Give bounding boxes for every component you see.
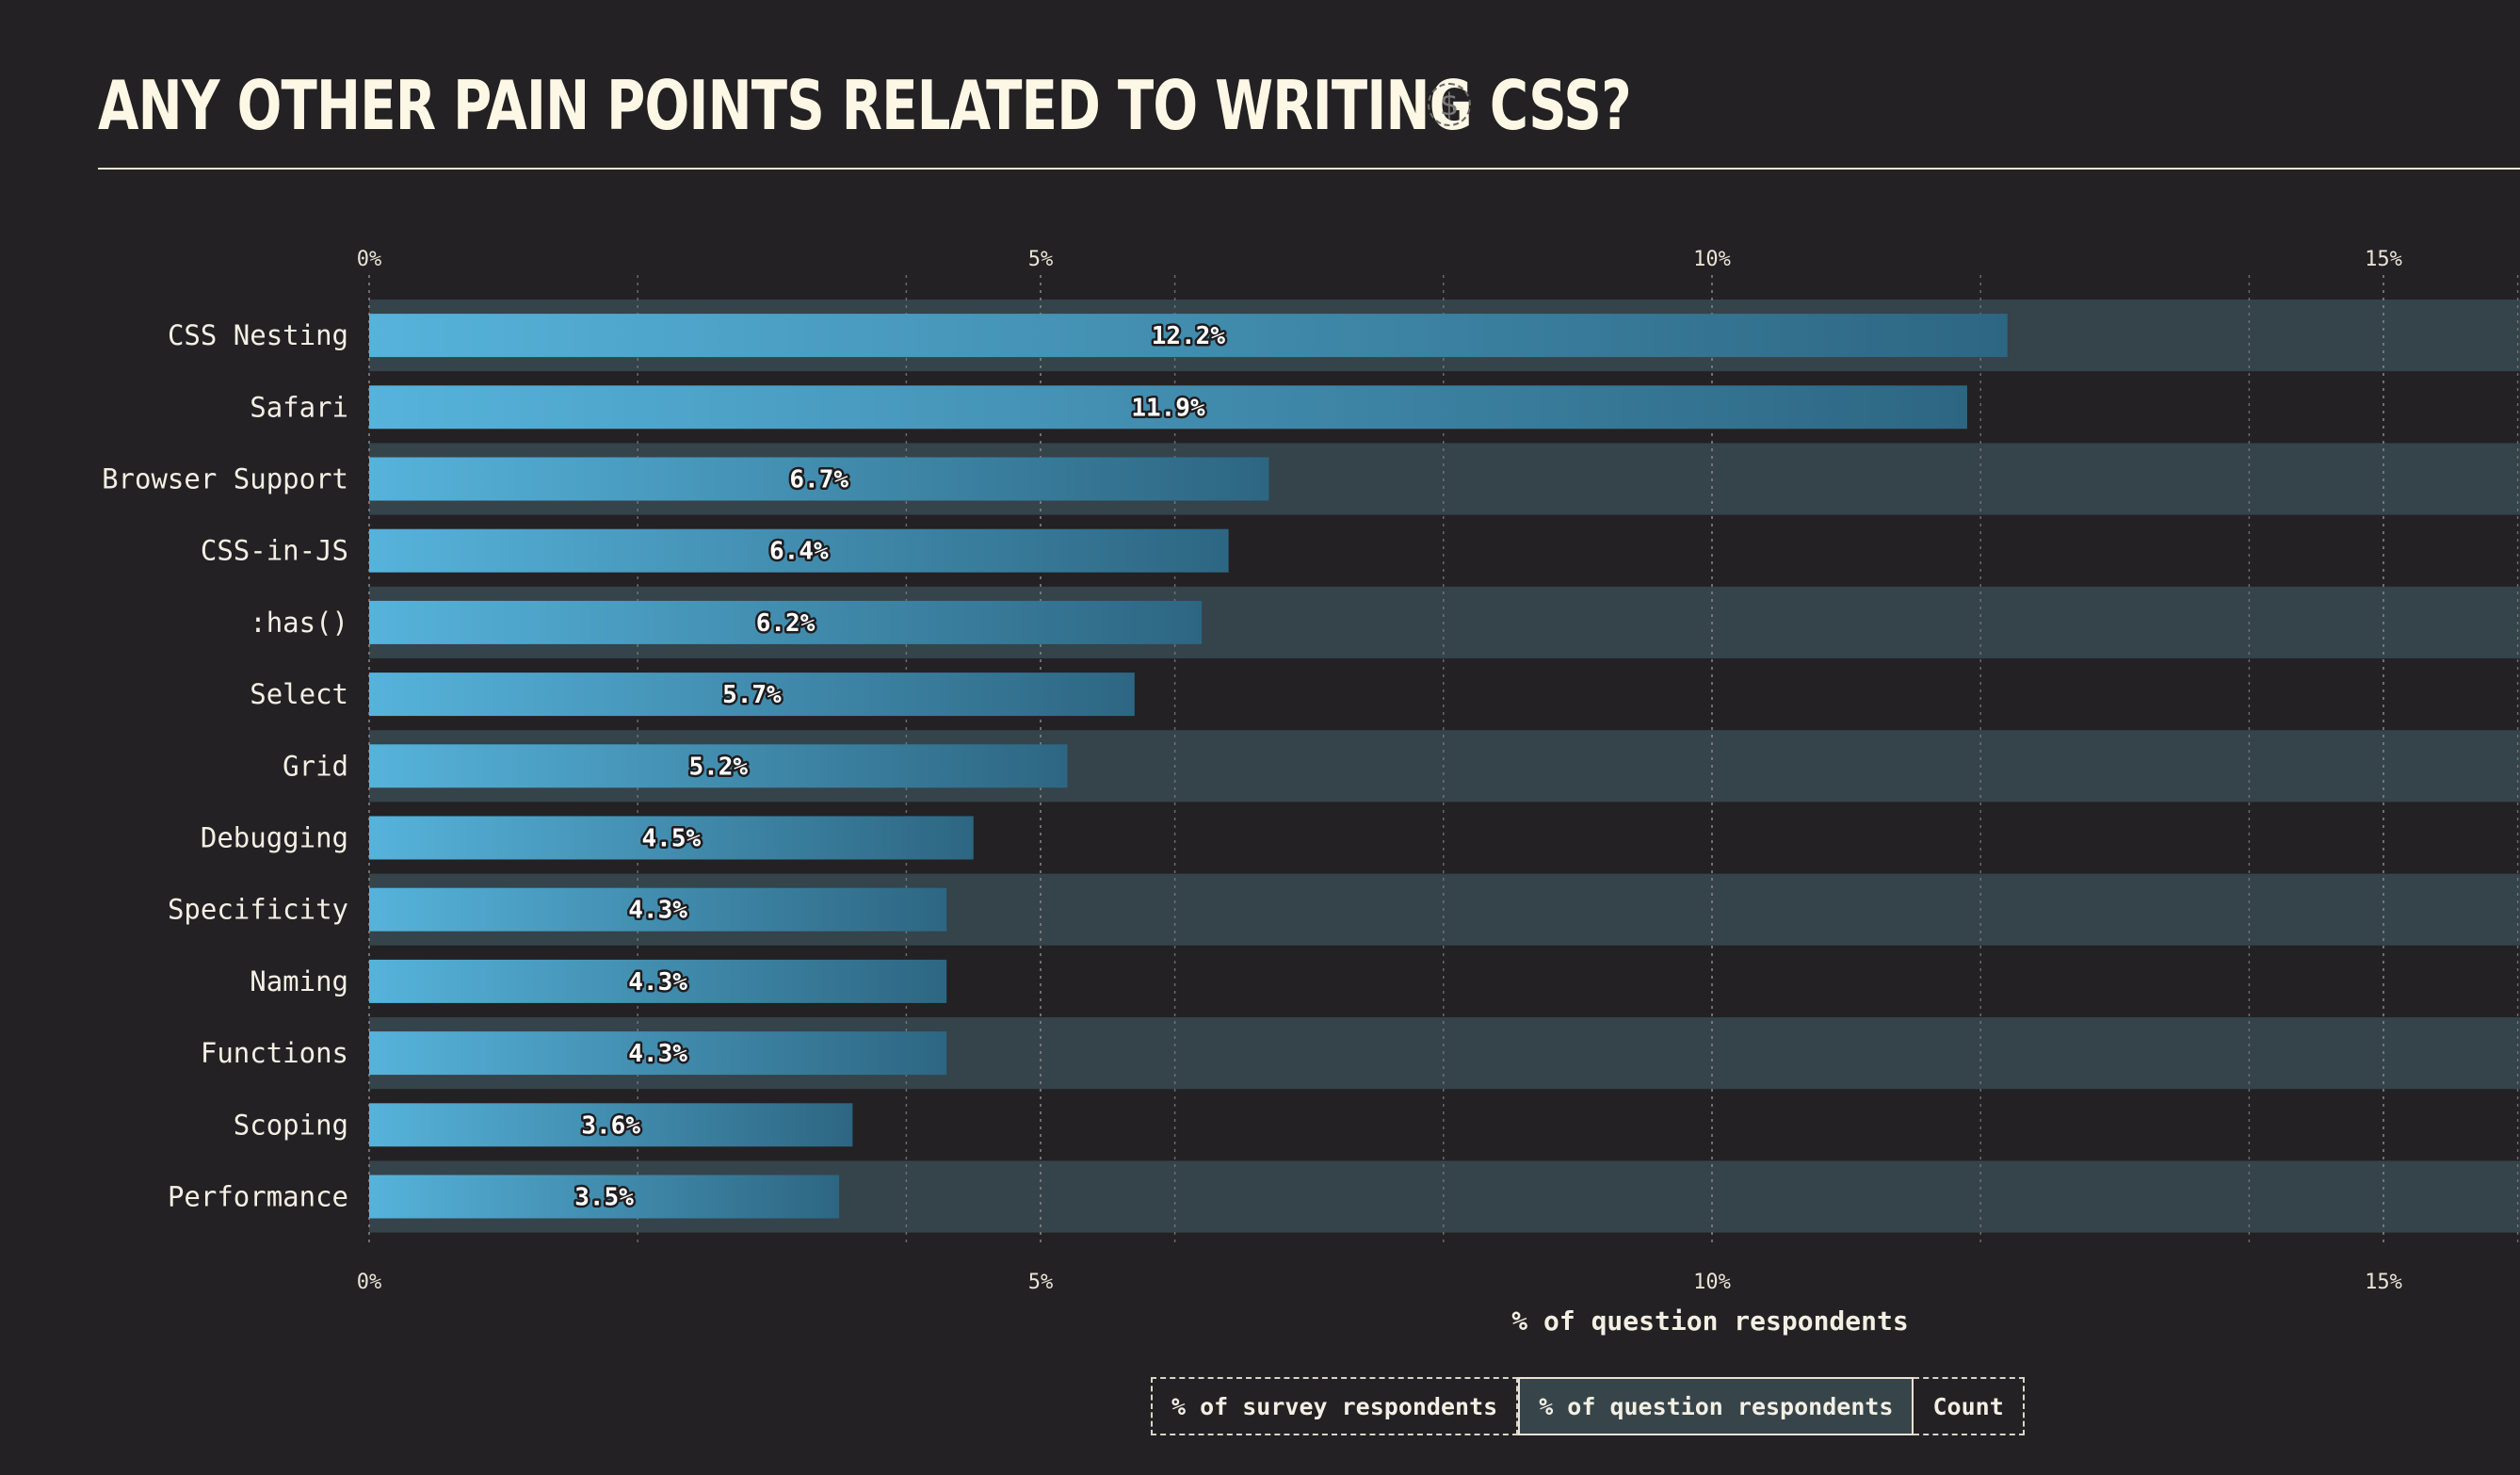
bar-value-label: 4.3% bbox=[628, 897, 687, 925]
bar bbox=[369, 959, 947, 1003]
x-tick-label-top: 15% bbox=[2365, 248, 2402, 271]
category-label: Specificity bbox=[168, 894, 348, 926]
category-label: CSS Nesting bbox=[168, 319, 348, 351]
bar bbox=[369, 744, 1068, 788]
bar-value-label: 5.2% bbox=[688, 753, 748, 781]
category-label: Scoping bbox=[234, 1109, 348, 1141]
x-tick-label-top: 0% bbox=[357, 248, 382, 271]
bar-value-label: 4.5% bbox=[642, 825, 702, 853]
category-label: Functions bbox=[201, 1037, 348, 1069]
bar bbox=[369, 314, 2008, 358]
bar-value-label: 6.2% bbox=[756, 609, 816, 638]
bar-value-label: 3.5% bbox=[574, 1184, 634, 1212]
unit-survey-respondents-button[interactable]: % of survey respondents bbox=[1151, 1377, 1519, 1435]
page-title: ANY OTHER PAIN POINTS RELATED TO WRITING… bbox=[98, 66, 1632, 145]
unit-count-button[interactable]: Count bbox=[1914, 1377, 2025, 1435]
bar bbox=[369, 385, 1967, 430]
bar-value-label: 5.7% bbox=[722, 681, 782, 709]
category-label: Select bbox=[250, 678, 348, 710]
title-divider bbox=[98, 168, 2520, 170]
bar-value-label: 11.9% bbox=[1131, 394, 1205, 422]
bar bbox=[369, 816, 974, 860]
bar bbox=[369, 673, 1135, 717]
x-tick-label-top: 10% bbox=[1693, 248, 1731, 271]
category-label: Safari bbox=[250, 391, 348, 423]
bar bbox=[369, 457, 1269, 501]
x-tick-label-top: 5% bbox=[1028, 248, 1054, 271]
units-switcher: % of survey respondents % of question re… bbox=[1151, 1377, 2025, 1435]
bar-value-label: 12.2% bbox=[1152, 322, 1226, 350]
bar bbox=[369, 1103, 853, 1147]
bar-value-label: 3.6% bbox=[581, 1111, 640, 1140]
bar-value-label: 6.7% bbox=[789, 466, 848, 494]
category-label: Performance bbox=[168, 1181, 348, 1213]
category-label: Debugging bbox=[201, 822, 348, 854]
category-label: Browser Support bbox=[102, 463, 348, 495]
bar bbox=[369, 600, 1203, 644]
bar bbox=[369, 528, 1229, 573]
bar-chart: 0% 0% 5% 5% 10% 10% 15% 15% CSS Nesting 12.2% Safa… bbox=[102, 248, 2520, 1294]
unit-question-respondents-button[interactable]: % of question respondents bbox=[1518, 1377, 1914, 1435]
sponsor-icon[interactable]: $ bbox=[1428, 83, 1471, 126]
chart-title-row: ANY OTHER PAIN POINTS RELATED TO WRITING… bbox=[98, 58, 2063, 153]
category-label: Naming bbox=[250, 965, 348, 997]
bar bbox=[369, 887, 947, 932]
bar-value-label: 4.3% bbox=[628, 968, 687, 997]
bar bbox=[369, 1031, 947, 1076]
bar-value-label: 6.4% bbox=[769, 538, 829, 566]
category-label: Grid bbox=[283, 750, 348, 782]
category-label: CSS-in-JS bbox=[201, 535, 348, 567]
x-tick-label-bottom: 5% bbox=[1028, 1271, 1054, 1294]
x-axis-title: % of question respondents bbox=[1511, 1305, 1909, 1337]
bar bbox=[369, 1175, 840, 1219]
x-tick-label-bottom: 15% bbox=[2365, 1271, 2402, 1294]
category-label: :has() bbox=[250, 607, 348, 639]
bar-value-label: 4.3% bbox=[628, 1040, 687, 1068]
x-tick-label-bottom: 0% bbox=[357, 1271, 382, 1294]
x-tick-label-bottom: 10% bbox=[1693, 1271, 1731, 1294]
